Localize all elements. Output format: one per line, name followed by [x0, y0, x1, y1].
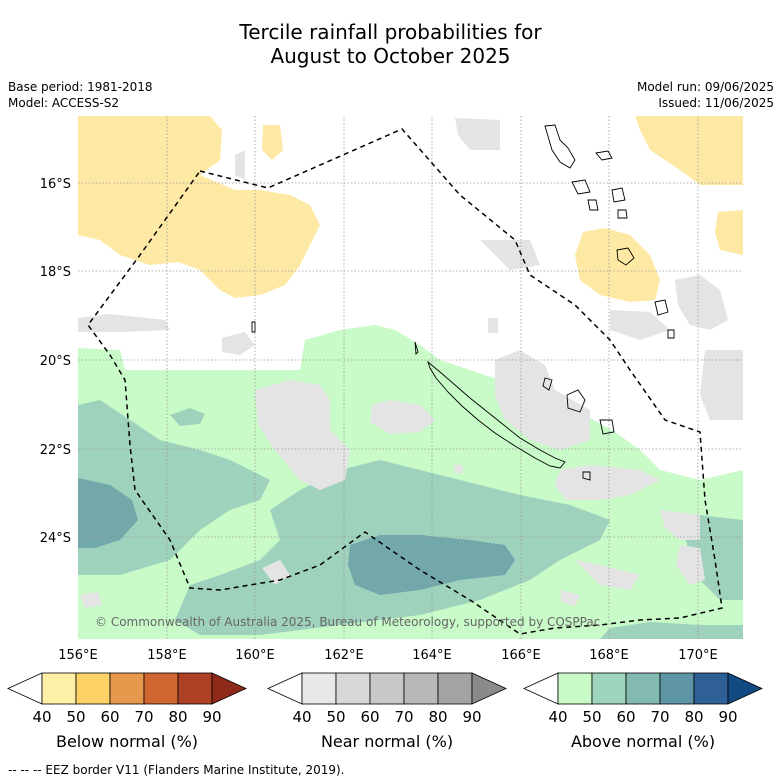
colorbar-cell [693, 672, 729, 705]
colorbar-cell [557, 672, 593, 705]
model-run: Model run: 09/06/2025 [636, 80, 774, 94]
colorbar-tick-label: 80 [684, 708, 703, 726]
colorbar-extend-high [727, 672, 763, 705]
colorbar-2: 40 50 60 70 80 90 Near normal (%) [267, 672, 507, 751]
colorbar-cell [369, 672, 405, 705]
colorbar-cell [75, 672, 111, 705]
colorbar-cell [301, 672, 337, 705]
above-normal-70-region-2 [348, 535, 515, 595]
new-caledonia-coastline [427, 360, 566, 469]
lon-label-164e: 164°E [412, 648, 452, 663]
colorbar-tick-label: 70 [134, 708, 153, 726]
colorbar-cell [177, 672, 213, 705]
colorbar-tick-label: 80 [428, 708, 447, 726]
colorbar-label: Above normal (%) [571, 732, 715, 751]
base-period: Base period: 1981-2018 [8, 80, 153, 94]
colorbar-tick-label: 50 [326, 708, 345, 726]
colorbar-extend-low [7, 672, 43, 705]
above-normal-60-region-4 [170, 408, 205, 426]
colorbar-cell [625, 672, 661, 705]
colorbar-extend-high [471, 672, 507, 705]
lon-label-170e: 170°E [678, 648, 718, 663]
map-plot-area [78, 116, 743, 639]
colorbar-extend-low [523, 672, 559, 705]
colorbar-cell [143, 672, 179, 705]
latitude-labels: 16°S 18°S 20°S 22°S 24°S [40, 177, 71, 546]
near-normal-regions [78, 118, 743, 608]
issued-date: Issued: 11/06/2025 [658, 96, 774, 110]
colorbar-cell [109, 672, 145, 705]
title-line-1: Tercile rainfall probabilities for [239, 20, 542, 44]
colorbar-tick-label: 40 [292, 708, 311, 726]
below-normal-regions [78, 116, 743, 302]
colorbar-tick-label: 50 [66, 708, 85, 726]
lat-label-18s: 18°S [40, 265, 71, 280]
lon-label-162e: 162°E [324, 648, 364, 663]
lat-label-20s: 20°S [40, 354, 71, 369]
lon-label-166e: 166°E [501, 648, 541, 663]
colorbar-extend-low [267, 672, 303, 705]
colorbar-tick-label: 90 [462, 708, 481, 726]
colorbar-tick-label: 70 [394, 708, 413, 726]
eez-border [87, 128, 723, 635]
colorbar-cell [335, 672, 371, 705]
colorbar-tick-label: 40 [32, 708, 51, 726]
colorbar-extend-high [211, 672, 247, 705]
colorbar-tick-label: 70 [650, 708, 669, 726]
lon-label-158e: 158°E [147, 648, 187, 663]
colorbar-cell [659, 672, 695, 705]
copyright-text: © Commonwealth of Australia 2025, Bureau… [95, 615, 600, 629]
colorbar-tick-label: 60 [360, 708, 379, 726]
colorbar-label: Below normal (%) [56, 732, 198, 751]
above-normal-70-region [78, 478, 138, 548]
colorbar-cell [437, 672, 473, 705]
colorbar-tick-label: 50 [582, 708, 601, 726]
above-normal-60-region-5 [600, 622, 743, 639]
coastlines [251, 124, 675, 481]
longitude-labels: 156°E 158°E 160°E 162°E 164°E 166°E 168°… [58, 648, 718, 663]
lat-label-24s: 24°S [40, 531, 71, 546]
lat-label-22s: 22°S [40, 443, 71, 458]
model-name: Model: ACCESS-S2 [8, 96, 120, 110]
colorbar-cell [591, 672, 627, 705]
colorbar-tick-label: 90 [202, 708, 221, 726]
colorbar-tick-label: 60 [616, 708, 635, 726]
colorbar-tick-label: 80 [168, 708, 187, 726]
colorbar-tick-label: 60 [100, 708, 119, 726]
colorbar-tick-label: 40 [548, 708, 567, 726]
colorbar-label: Near normal (%) [321, 732, 453, 751]
gridlines [78, 116, 743, 639]
eez-footer-note: -- -- -- EEZ border V11 (Flanders Marine… [8, 763, 345, 777]
colorbar-tick-label: 90 [718, 708, 737, 726]
lat-label-16s: 16°S [40, 177, 71, 192]
colorbar-cell [41, 672, 77, 705]
colorbar-cell [403, 672, 439, 705]
lon-label-156e: 156°E [58, 648, 98, 663]
lon-label-168e: 168°E [589, 648, 629, 663]
lon-label-160e: 160°E [235, 648, 275, 663]
title-line-2: August to October 2025 [270, 44, 511, 68]
vanuatu-coastline [544, 124, 576, 169]
